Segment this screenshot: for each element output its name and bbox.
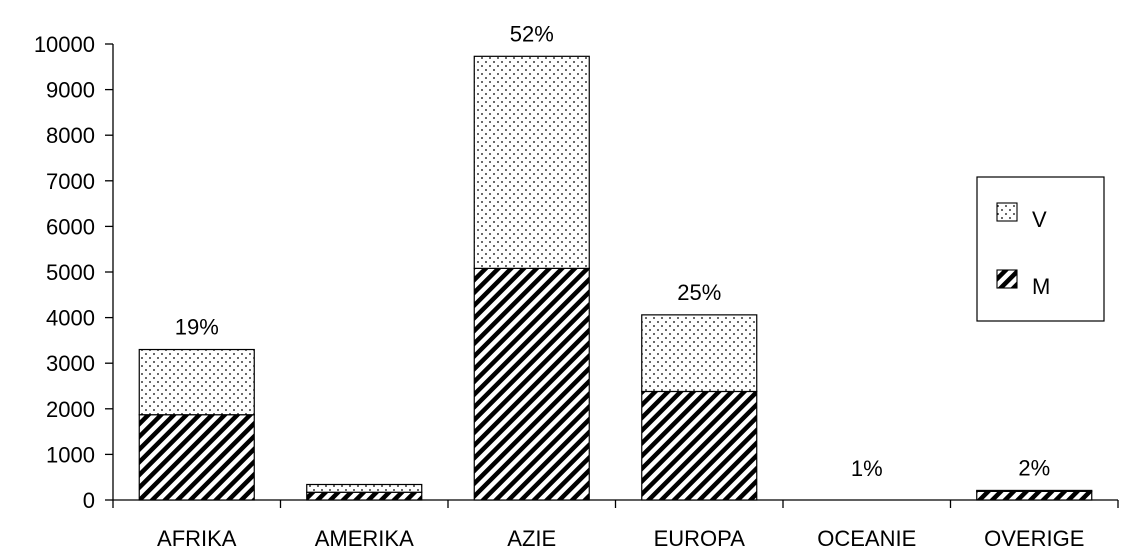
bar-segment-m	[138, 414, 255, 501]
y-tick-label: 10000	[34, 32, 95, 57]
y-tick-label: 3000	[46, 351, 95, 376]
y-tick-label: 8000	[46, 123, 95, 148]
bar-segment-v	[976, 489, 1093, 492]
x-category-label: AMERIKA	[315, 526, 414, 551]
x-axis: AFRIKA AMERIKA AZIE EUROPA OCEANIE OVERIGE	[112, 499, 1119, 551]
legend-label-v: V	[1032, 207, 1047, 232]
legend-label-m: M	[1032, 274, 1050, 299]
y-tick-label: 6000	[46, 214, 95, 239]
bar-segment-m	[641, 390, 758, 501]
bar-segment-v	[138, 348, 255, 416]
y-tick-label: 9000	[46, 78, 95, 103]
bar-segment-m	[976, 490, 1093, 501]
bar-percentage-label: 1%	[851, 456, 883, 481]
legend-swatch-m	[996, 269, 1018, 289]
y-tick-label: 1000	[46, 442, 95, 467]
percentage-labels: 19% 52% 25% 1% 2%	[175, 21, 1050, 481]
bar-percentage-label: 25%	[677, 280, 721, 305]
y-tick-label: 0	[83, 488, 95, 513]
y-axis: 0 1000 2000 3000 4000 5000 6000 7000 8000 9000 100…	[34, 32, 114, 513]
x-category-label: AZIE	[507, 526, 556, 551]
y-tick-label: 7000	[46, 169, 95, 194]
legend: VM	[976, 176, 1105, 322]
bar-percentage-label: 19%	[175, 315, 219, 340]
bar-percentage-label: 2%	[1018, 455, 1050, 480]
bar-segment-v	[641, 314, 758, 393]
y-tick-label: 4000	[46, 306, 95, 331]
bars	[138, 55, 1093, 501]
x-category-label: AFRIKA	[157, 526, 237, 551]
bar-segment-m	[473, 267, 590, 501]
legend-swatch-v	[996, 202, 1018, 222]
y-tick-label: 2000	[46, 397, 95, 422]
bar-segment-v	[473, 55, 590, 269]
bar-segment-m	[306, 491, 423, 501]
bar-percentage-label: 52%	[510, 21, 554, 46]
bar-segment-v	[306, 483, 423, 493]
x-category-label: OVERIGE	[984, 526, 1084, 551]
legend-box	[976, 176, 1105, 322]
x-category-label: EUROPA	[654, 526, 746, 551]
x-category-label: OCEANIE	[817, 526, 916, 551]
y-tick-label: 5000	[46, 260, 95, 285]
